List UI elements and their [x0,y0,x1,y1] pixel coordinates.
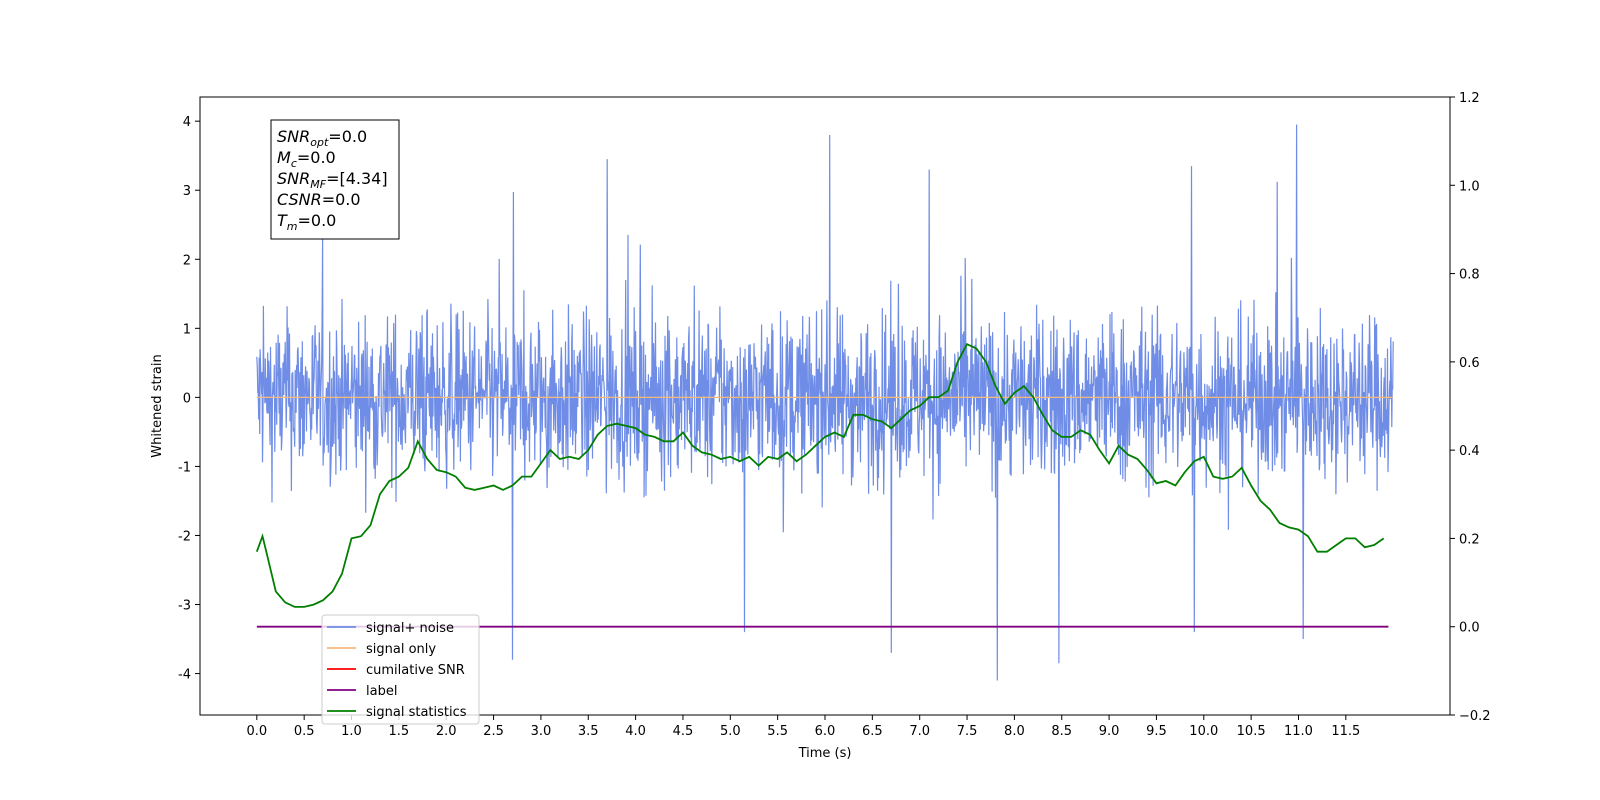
x-axis: 0.0 0.5 1.0 1.5 2.0 2.5 3.0 3.5 4.0 4.5 5.0 5.5 6.0 6… [246,715,1360,739]
y2-tick-label: 0.8 [1459,268,1480,283]
info-box-frame [270,119,400,240]
legend-label: cumilative SNR [366,663,465,678]
x-tick-label: 1.0 [341,724,362,739]
legend-label: signal statistics [366,705,467,720]
info-line: CSNR=0.0 [277,190,361,209]
y2-tick-label: 0.6 [1459,356,1480,371]
y-tick-label: -3 [178,599,191,614]
x-tick-label: 6.0 [815,724,836,739]
x-tick-label: 3.0 [531,724,552,739]
x-axis-label: Time (s) [798,746,852,761]
y-tick-label: 1 [183,322,191,337]
legend: signal+ noise signal only cumilative SNR la… [321,614,480,725]
y2-tick-label: 0.2 [1459,532,1480,547]
y-tick-label: -4 [178,668,191,683]
y-tick-label: 2 [183,253,191,268]
y2-tick-label: −0.2 [1459,709,1491,724]
y-axis-label: Whitened strain [150,354,165,457]
y2-tick-label: 1.2 [1459,91,1480,106]
y-tick-label: 0 [183,391,191,406]
x-tick-label: 3.5 [578,724,599,739]
x-tick-label: 5.5 [767,724,788,739]
info-line: SNRMF=[4.34] [277,169,388,191]
y2-tick-label: 0.4 [1459,444,1480,459]
info-line: Tm=0.0 [277,211,336,233]
x-tick-label: 7.5 [957,724,978,739]
x-tick-label: 1.5 [389,724,410,739]
x-tick-label: 11.5 [1331,724,1360,739]
x-tick-label: 8.0 [1004,724,1025,739]
x-tick-label: 5.0 [720,724,741,739]
x-tick-label: 9.5 [1146,724,1167,739]
x-tick-label: 8.5 [1051,724,1072,739]
series-signal-statistics [255,343,1385,608]
x-tick-label: 10.0 [1189,724,1218,739]
legend-frame [321,614,480,725]
x-tick-label: 7.0 [909,724,930,739]
x-tick-label: 6.5 [862,724,883,739]
info-line: SNRopt=0.0 [277,127,367,149]
noise-trace [256,124,1394,681]
y-axis-right: 1.2 1.0 0.8 0.6 0.4 0.2 0.0 −0.2 [1450,91,1491,724]
x-tick-label: 2.0 [436,724,457,739]
y-tick-label: 4 [183,115,191,130]
y-axis-left: 4 3 2 1 0 -1 -2 -3 -4 [178,115,200,683]
y2-tick-label: 1.0 [1459,179,1480,194]
x-tick-label: 0.5 [294,724,315,739]
y-tick-label: -1 [178,460,191,475]
legend-label: signal only [366,642,436,657]
x-tick-label: 4.0 [625,724,646,739]
info-line: Mc=0.0 [277,148,336,170]
legend-label: label [366,684,397,699]
y-tick-label: -2 [178,529,191,544]
x-tick-label: 11.0 [1284,724,1313,739]
legend-label: signal+ noise [366,621,454,636]
x-tick-label: 9.0 [1099,724,1120,739]
x-tick-label: 10.5 [1237,724,1266,739]
y2-tick-label: 0.0 [1459,621,1480,636]
x-tick-label: 2.5 [483,724,504,739]
x-tick-label: 4.5 [673,724,694,739]
y-tick-label: 3 [183,184,191,199]
noise-series [256,124,1394,681]
x-tick-label: 0.0 [246,724,267,739]
